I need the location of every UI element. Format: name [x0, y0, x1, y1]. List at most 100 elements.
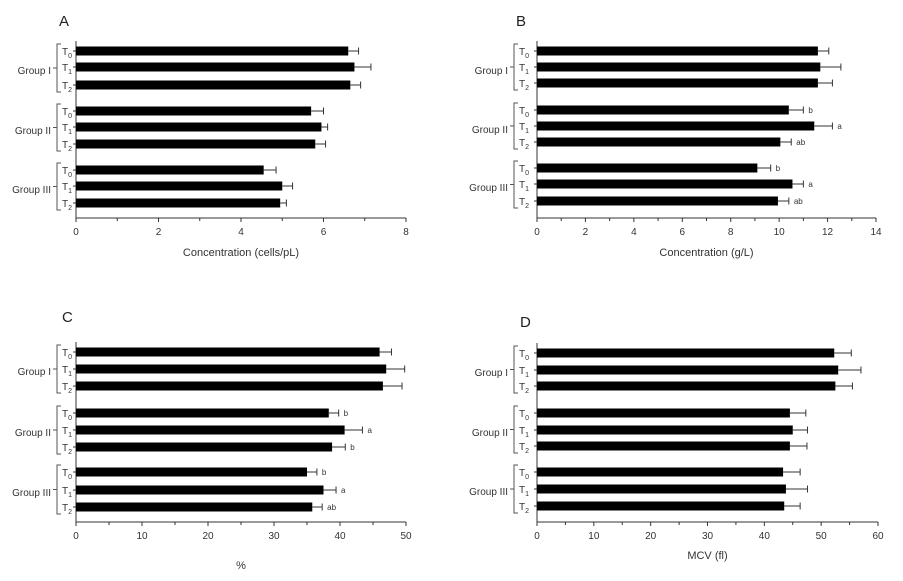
chart-panel-d: D 0 10 20 30 40 50 60 MCV (fl) Group I T0 T1 T2 Group… — [469, 314, 884, 562]
category-label: T1 — [519, 122, 529, 135]
category-label: T2 — [519, 197, 529, 210]
category-label: T1 — [519, 426, 529, 439]
category-label: T1 — [519, 63, 529, 76]
category-label: T2 — [519, 138, 529, 151]
category-label: T0 — [62, 409, 72, 422]
bar — [537, 121, 815, 131]
x-axis-label: Concentration (cells/pL) — [183, 247, 299, 259]
x-tick-label: 12 — [822, 227, 834, 238]
panel-letter: B — [516, 13, 526, 30]
bar — [537, 196, 778, 206]
group-bracket — [56, 162, 61, 211]
significance-label: ab — [327, 503, 336, 512]
significance-label: b — [808, 106, 813, 115]
category-label: T2 — [519, 79, 529, 92]
bar — [537, 179, 793, 189]
significance-label: b — [776, 164, 781, 173]
significance-label: a — [341, 486, 346, 495]
bar — [537, 441, 790, 451]
bar — [537, 137, 781, 147]
significance-label: b — [322, 468, 327, 477]
group-label: Group III — [12, 185, 51, 196]
bar — [76, 46, 349, 56]
bar — [76, 347, 380, 357]
x-tick-label: 30 — [702, 531, 714, 542]
x-tick-label: 20 — [202, 531, 214, 542]
category-label: T2 — [62, 199, 72, 212]
bar — [76, 106, 312, 116]
category-label: T0 — [519, 349, 529, 362]
x-tick-label: 6 — [321, 227, 327, 238]
x-tick-label: 10 — [588, 531, 600, 542]
x-tick-label: 6 — [680, 227, 686, 238]
bar — [76, 502, 313, 512]
group-label: Group III — [12, 488, 51, 499]
category-label: T2 — [62, 443, 72, 456]
category-label: T0 — [62, 468, 72, 481]
bar — [76, 408, 329, 418]
category-label: T2 — [62, 140, 72, 153]
x-tick-label: 0 — [73, 227, 79, 238]
category-label: T0 — [519, 164, 529, 177]
bar — [76, 181, 283, 191]
significance-label: a — [837, 122, 842, 131]
category-label: T0 — [519, 106, 529, 119]
significance-label: ab — [796, 138, 805, 147]
category-label: T2 — [519, 382, 529, 395]
bar — [537, 381, 836, 391]
x-tick-label: 2 — [156, 227, 162, 238]
category-label: T1 — [62, 123, 72, 136]
group-bracket — [56, 43, 61, 93]
x-tick-label: 0 — [534, 227, 540, 238]
x-tick-label: 8 — [728, 227, 734, 238]
category-label: T1 — [62, 486, 72, 499]
significance-label: a — [808, 180, 813, 189]
x-tick-label: 0 — [73, 531, 79, 542]
bar — [537, 348, 835, 358]
category-label: T1 — [62, 426, 72, 439]
category-label: T1 — [519, 180, 529, 193]
x-tick-label: 20 — [645, 531, 657, 542]
significance-label: ab — [794, 197, 803, 206]
bar — [76, 485, 324, 495]
bar — [537, 467, 784, 477]
group-bracket — [513, 102, 518, 150]
panel-letter: D — [520, 314, 531, 331]
group-label: Group I — [18, 367, 51, 378]
x-axis-label: % — [236, 560, 246, 572]
category-label: T0 — [519, 409, 529, 422]
bar — [76, 425, 345, 435]
x-tick-label: 40 — [334, 531, 346, 542]
bar — [76, 381, 383, 391]
group-label: Group I — [475, 368, 508, 379]
group-label: Group II — [15, 126, 51, 137]
category-label: T1 — [62, 63, 72, 76]
group-label: Group III — [469, 183, 508, 194]
category-label: T2 — [62, 382, 72, 395]
bar — [76, 80, 351, 90]
x-tick-label: 30 — [268, 531, 280, 542]
group-label: Group I — [18, 66, 51, 77]
panel-letter: C — [62, 309, 73, 326]
category-label: T1 — [519, 366, 529, 379]
x-tick-label: 50 — [400, 531, 412, 542]
group-bracket — [56, 464, 61, 515]
group-bracket — [513, 464, 518, 514]
x-tick-label: 10 — [774, 227, 786, 238]
category-label: T0 — [62, 107, 72, 120]
x-tick-label: 60 — [872, 531, 884, 542]
x-tick-label: 4 — [631, 227, 637, 238]
x-tick-label: 0 — [534, 531, 540, 542]
group-bracket — [513, 160, 518, 209]
chart-panel-a: A 0 2 4 6 8 Concentration (cells/pL) Group I T0 T… — [12, 13, 409, 259]
category-label: T0 — [519, 468, 529, 481]
bar — [537, 163, 758, 173]
group-label: Group I — [475, 66, 508, 77]
bar — [76, 442, 333, 452]
bar — [537, 62, 821, 72]
chart-panel-c: C 0 10 20 30 40 50% Group I T0 T1 T2 Group II T0 b T1 a… — [12, 309, 412, 572]
bar — [76, 139, 316, 149]
category-label: T0 — [62, 348, 72, 361]
bar — [76, 467, 307, 477]
